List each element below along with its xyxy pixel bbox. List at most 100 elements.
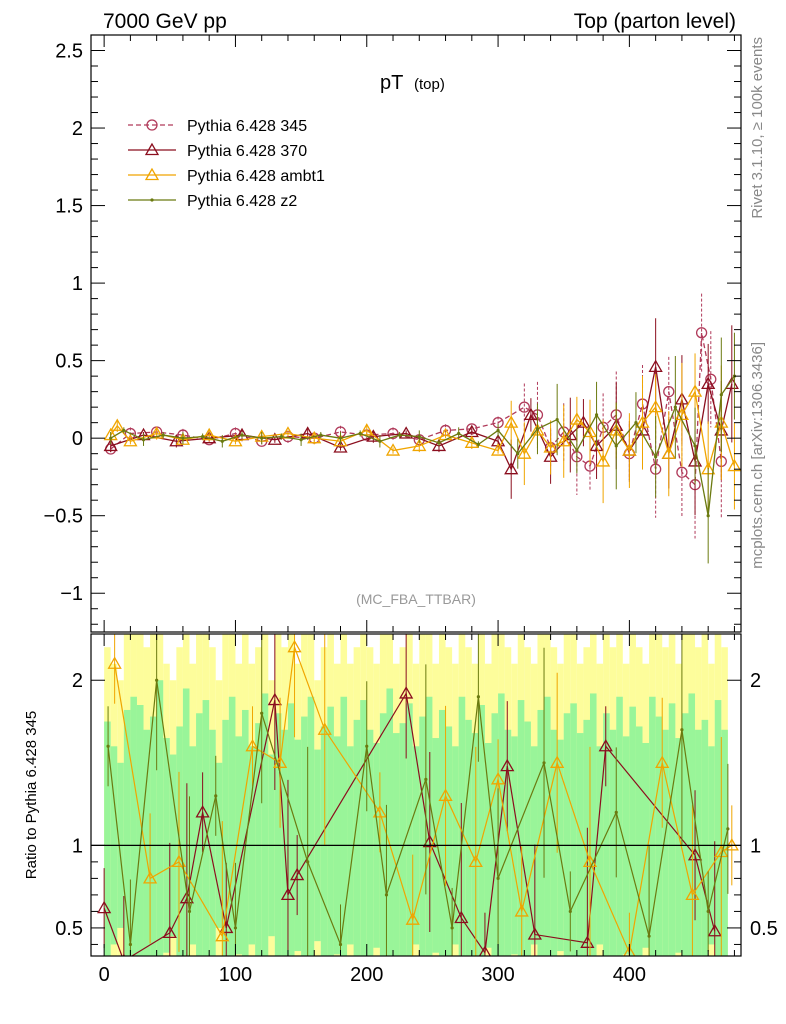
point-ambt1 — [123, 433, 138, 447]
legend-marker-ambt1 — [144, 167, 160, 181]
point-z2 — [476, 442, 480, 446]
ratio-point-z2 — [128, 942, 132, 947]
ratio-band-inner — [353, 719, 361, 956]
ratio-point-z2 — [476, 695, 480, 699]
ratio-band-inner — [662, 729, 669, 956]
point-z2 — [109, 436, 113, 440]
ratio-point-z2 — [450, 926, 454, 930]
xtick-label: 200 — [350, 964, 383, 986]
main-title: pT — [380, 72, 403, 94]
ratio-band-inner — [419, 716, 426, 956]
ratio-band-inner — [274, 713, 282, 956]
point-z2 — [535, 427, 540, 431]
ratio-point-z2 — [568, 909, 572, 914]
ratio-point-z2 — [260, 711, 264, 715]
ratio-point-ambt1 — [372, 805, 388, 818]
point-ambt1 — [412, 438, 427, 452]
plot-frame — [90, 633, 742, 957]
ratio-point-z2 — [424, 777, 428, 781]
point-s370 — [267, 432, 282, 445]
point-ambt1 — [333, 433, 348, 447]
ratio-band-inner — [209, 729, 216, 956]
point-z2 — [122, 428, 126, 433]
main-axes: −1 −0.5 0 0.5 1 1.5 2 2.5 — [44, 34, 742, 633]
ratio-band-inner — [104, 721, 111, 956]
ratio-point-z2 — [647, 934, 651, 938]
ratio-band-inner — [307, 696, 315, 956]
point-z2 — [457, 431, 461, 436]
ratio-point-ambt1 — [287, 639, 302, 653]
point-z2 — [594, 413, 599, 417]
point-ambt1 — [556, 433, 571, 447]
mcplots-label: mcplots.cern.ch [arXiv:1306.3436] — [749, 342, 766, 569]
point-ambt1 — [149, 426, 164, 439]
ratio-band-inner — [327, 706, 334, 956]
ytick-label: 1 — [72, 273, 83, 295]
point-z2 — [397, 433, 402, 437]
ratio-band-inner — [655, 716, 663, 956]
ratio-point-z2 — [680, 728, 684, 732]
legend-marker-z2 — [150, 198, 154, 202]
ratio-point-ambt1 — [550, 755, 565, 768]
point-ambt1 — [504, 415, 519, 428]
ratio-band-inner — [583, 719, 590, 956]
point-s345 — [676, 466, 688, 478]
point-z2 — [516, 452, 520, 456]
point-z2 — [220, 439, 224, 443]
ratio-point-z2 — [187, 909, 192, 914]
point-s370 — [504, 461, 519, 475]
point-z2 — [496, 428, 500, 433]
plot-frame — [90, 34, 742, 633]
point-z2 — [719, 393, 723, 397]
ratio-band-inner — [576, 733, 584, 956]
ratio-band-inner — [340, 696, 348, 956]
ratio-point-s370 — [267, 692, 282, 706]
point-s370 — [523, 407, 539, 421]
ratio-point-s370 — [500, 758, 515, 772]
legend-label-ambt1: Pythia 6.428 ambt1 — [187, 168, 325, 185]
ratio-point-s370 — [454, 910, 469, 924]
ratio-point-ambt1 — [215, 928, 230, 942]
ytick-label: 0.5 — [55, 351, 83, 373]
point-s345 — [695, 327, 708, 339]
ratio-band-inner — [563, 713, 571, 956]
header-right: Top (parton level) — [574, 10, 736, 33]
legend-label-s370: Pythia 6.428 370 — [187, 143, 307, 160]
ratio-band-inner — [366, 729, 374, 956]
point-z2 — [437, 441, 441, 445]
ratio-band-inner — [130, 696, 137, 956]
ratio-band-inner — [261, 693, 269, 956]
ratio-point-s370 — [707, 923, 722, 937]
ratio-point-s370 — [598, 738, 613, 752]
ratio-point-ambt1 — [438, 788, 453, 801]
ratio-point-ambt1 — [245, 738, 260, 752]
analysis-watermark: (MC_FBA_TTBAR) — [356, 591, 476, 607]
point-z2 — [358, 431, 362, 436]
point-ambt1 — [648, 399, 663, 413]
ratio-point-ambt1 — [514, 904, 529, 917]
ratio-band-inner — [386, 688, 394, 956]
point-z2 — [575, 448, 579, 453]
ratio-band-inner — [150, 716, 157, 956]
point-z2 — [181, 436, 185, 440]
point-z2 — [201, 435, 205, 439]
ratio-band-inner — [425, 696, 433, 956]
point-s370 — [576, 415, 591, 428]
point-z2 — [634, 421, 638, 425]
ratio-band-inner — [589, 693, 597, 956]
ratio-point-ambt1 — [490, 772, 506, 785]
point-z2 — [161, 433, 165, 437]
legend-marker-s345 — [146, 119, 158, 131]
ratio-point-z2 — [365, 744, 369, 748]
point-ambt1 — [635, 415, 650, 428]
point-z2 — [693, 444, 697, 448]
point-s345 — [518, 401, 530, 413]
ratio-band-inner — [228, 696, 236, 956]
point-s370 — [366, 429, 381, 442]
ratio-band-inner — [681, 713, 689, 956]
point-s370 — [701, 376, 716, 390]
point-ambt1 — [110, 418, 125, 431]
ratio-band-inner — [393, 733, 400, 956]
ratio-band-inner — [668, 703, 676, 956]
